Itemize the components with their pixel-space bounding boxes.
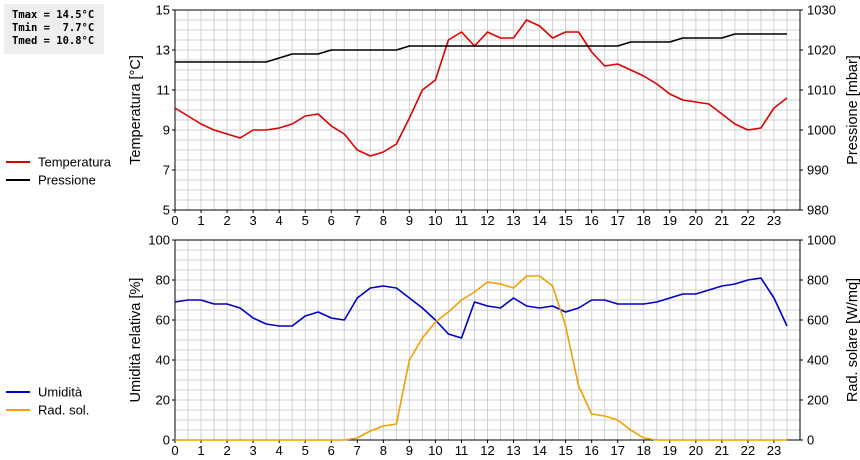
- y-tick-label: 13: [156, 43, 170, 58]
- x-tick-label: 0: [171, 213, 178, 228]
- y-tick-label: 40: [156, 353, 170, 368]
- tmed-label: Tmed = 10.8°C: [12, 35, 95, 47]
- y-axis-label: Umidità relativa [%]: [128, 278, 144, 403]
- y-axis-label: Temperatura [°C]: [128, 55, 144, 165]
- x-tick-label: 8: [380, 443, 387, 458]
- x-tick-label: 1: [197, 213, 204, 228]
- x-tick-label: 17: [610, 443, 624, 458]
- y-tick-label: 0: [163, 433, 170, 448]
- y2-tick-label: 800: [807, 273, 829, 288]
- x-tick-label: 19: [663, 443, 677, 458]
- series-line-2-1: [174, 277, 788, 339]
- y2-axis-label: Rad. solare [W/mq]: [845, 278, 860, 402]
- x-tick-label: 1: [197, 443, 204, 458]
- x-tick-label: 8: [380, 213, 387, 228]
- y-tick-label: 15: [156, 3, 170, 18]
- x-tick-label: 9: [406, 443, 413, 458]
- y2-tick-label: 990: [807, 163, 829, 178]
- y-tick-label: 5: [163, 203, 170, 218]
- x-tick-label: 7: [354, 213, 361, 228]
- x-tick-label: 2: [223, 443, 230, 458]
- x-tick-label: 12: [480, 213, 494, 228]
- x-tick-label: 15: [558, 443, 572, 458]
- y2-tick-label: 1030: [807, 3, 836, 18]
- y-tick-label: 60: [156, 313, 170, 328]
- stats-box: Tmax = 14.5°C Tmin = 7.7°C Tmed = 10.8°C: [4, 4, 104, 54]
- x-tick-label: 0: [171, 443, 178, 458]
- x-tick-label: 22: [741, 213, 755, 228]
- x-tick-label: 16: [584, 213, 598, 228]
- y2-tick-label: 400: [807, 353, 829, 368]
- legend-label: Pressione: [38, 173, 96, 188]
- y2-tick-label: 0: [807, 433, 814, 448]
- x-tick-label: 18: [637, 443, 651, 458]
- x-tick-label: 4: [276, 443, 283, 458]
- y2-tick-label: 200: [807, 393, 829, 408]
- y2-tick-label: 980: [807, 203, 829, 218]
- y2-axis-label: Pressione [mbar]: [845, 55, 860, 165]
- x-tick-label: 13: [506, 213, 520, 228]
- y-tick-label: 100: [148, 233, 170, 248]
- y2-tick-label: 1020: [807, 43, 836, 58]
- x-tick-label: 22: [741, 443, 755, 458]
- x-tick-label: 6: [328, 213, 335, 228]
- x-tick-label: 5: [302, 213, 309, 228]
- x-tick-label: 23: [767, 213, 781, 228]
- x-tick-label: 6: [328, 443, 335, 458]
- y-tick-label: 80: [156, 273, 170, 288]
- x-tick-label: 20: [689, 443, 703, 458]
- series-line-1-1: [174, 19, 788, 157]
- legend-label: Umidità: [38, 385, 83, 400]
- x-tick-label: 11: [455, 213, 469, 228]
- y-tick-label: 9: [163, 123, 170, 138]
- x-tick-label: 9: [406, 213, 413, 228]
- x-tick-label: 17: [610, 213, 624, 228]
- x-tick-label: 3: [250, 213, 257, 228]
- x-tick-label: 5: [302, 443, 309, 458]
- x-tick-label: 10: [428, 443, 442, 458]
- tmax-label: Tmax = 14.5°C: [12, 9, 95, 21]
- x-tick-label: 15: [558, 213, 572, 228]
- x-tick-label: 4: [276, 213, 283, 228]
- x-tick-label: 21: [715, 443, 729, 458]
- y2-tick-label: 1000: [807, 123, 836, 138]
- y-tick-label: 20: [156, 393, 170, 408]
- x-tick-label: 23: [767, 443, 781, 458]
- x-tick-label: 14: [532, 443, 546, 458]
- legend-label: Rad. sol.: [38, 403, 89, 418]
- x-tick-label: 2: [223, 213, 230, 228]
- y-tick-label: 7: [163, 163, 170, 178]
- x-tick-label: 19: [663, 213, 677, 228]
- x-tick-label: 12: [480, 443, 494, 458]
- y-tick-label: 11: [157, 83, 171, 98]
- x-tick-label: 14: [532, 213, 546, 228]
- x-tick-label: 13: [506, 443, 520, 458]
- y2-tick-label: 1010: [807, 83, 836, 98]
- x-tick-label: 20: [689, 213, 703, 228]
- tmin-label: Tmin = 7.7°C: [12, 22, 95, 34]
- legend-label: Temperatura: [38, 155, 112, 170]
- y2-tick-label: 1000: [807, 233, 836, 248]
- x-tick-label: 11: [455, 443, 469, 458]
- series-line-2-2: [175, 275, 787, 441]
- x-tick-label: 3: [250, 443, 257, 458]
- series-line-1-2: [175, 33, 787, 63]
- x-tick-label: 16: [584, 443, 598, 458]
- x-tick-label: 10: [428, 213, 442, 228]
- x-tick-label: 21: [715, 213, 729, 228]
- x-tick-label: 7: [354, 443, 361, 458]
- x-tick-label: 18: [637, 213, 651, 228]
- y2-tick-label: 600: [807, 313, 829, 328]
